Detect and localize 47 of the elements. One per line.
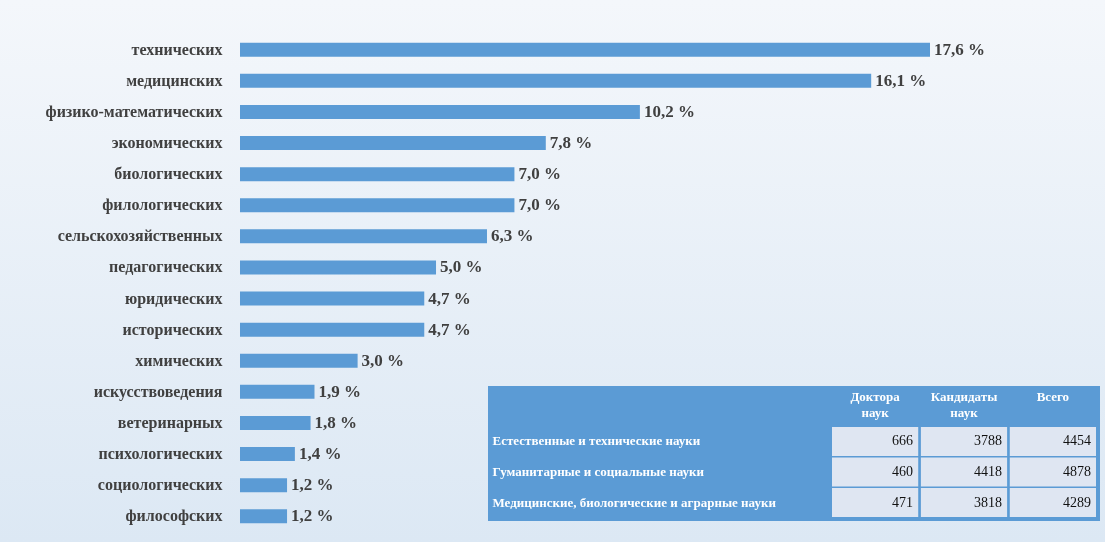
y-tick-label: социологических — [97, 476, 223, 494]
data-label: 6,3 % — [490, 226, 534, 246]
data-label: 16,1 % — [875, 70, 927, 90]
y-tick-label: сельскохозяйственных — [57, 227, 223, 245]
data-label: 1,2 % — [291, 506, 334, 526]
y-tick-label: физико-математических — [45, 102, 223, 121]
y-tick-label: филологических — [102, 196, 223, 215]
data-label: 460 — [892, 464, 914, 479]
data-label: 471 — [892, 494, 914, 510]
y-tick-label: психологических — [98, 445, 223, 463]
y-tick-label: исторических — [122, 320, 223, 339]
data-label: 1,9 % — [318, 381, 361, 401]
data-label: 7,8 % — [549, 133, 593, 153]
data-label: 3818 — [974, 494, 1002, 510]
x-tick-label: Всего — [1036, 388, 1070, 404]
y-tick-label: Медицинские, биологические и аграрные науки — [492, 494, 777, 510]
x-tick-label: Кандидаты наук — [930, 388, 998, 420]
data-label: 7,0 % — [518, 164, 561, 184]
data-label: 4,7 % — [428, 288, 471, 308]
data-label: 1,2 % — [291, 475, 334, 495]
data-label: 666 — [892, 433, 914, 449]
data-label: 4418 — [974, 464, 1002, 479]
y-tick-label: философских — [125, 507, 223, 526]
data-label: 5,0 % — [440, 257, 483, 277]
data-label: 3788 — [974, 433, 1002, 449]
y-tick-label: Гуманитарные и социальные науки — [492, 464, 705, 479]
data-label: 4289 — [1062, 494, 1091, 510]
data-label: 4878 — [1062, 464, 1091, 479]
y-tick-label: Естественные и технические науки — [492, 433, 701, 449]
data-label: 4,7 % — [428, 319, 471, 339]
data-label: 1,8 % — [314, 412, 358, 432]
y-tick-label: юридических — [124, 289, 223, 308]
y-tick-label: искусствоведения — [93, 382, 223, 401]
y-tick-label: биологических — [114, 165, 223, 183]
y-tick-label: медицинских — [126, 71, 223, 89]
y-tick-label: ветеринарных — [117, 413, 223, 432]
y-tick-label: экономических — [111, 134, 223, 152]
data-label: 4454 — [1062, 433, 1091, 449]
data-label: 1,4 % — [298, 444, 342, 464]
data-label: 7,0 % — [518, 195, 561, 215]
x-tick-label: Доктора наук — [850, 388, 901, 420]
data-label: 10,2 % — [643, 101, 695, 121]
y-tick-label: химических — [135, 351, 223, 369]
data-label: 17,6 % — [934, 39, 985, 59]
y-tick-label: технических — [131, 40, 223, 58]
data-label: 3,0 % — [361, 350, 405, 370]
y-tick-label: педагогических — [109, 258, 223, 276]
